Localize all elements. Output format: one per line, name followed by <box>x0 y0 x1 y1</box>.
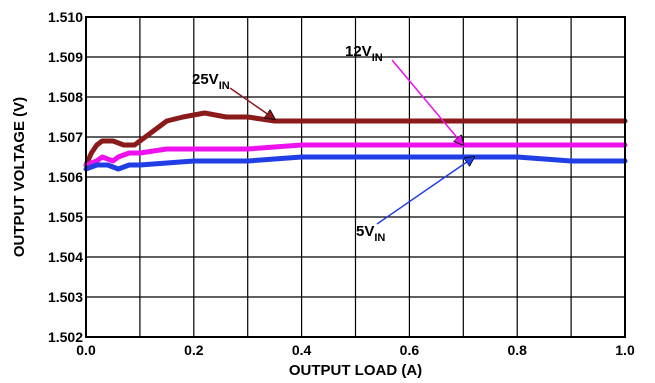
annotation-arrow-5v <box>376 157 474 225</box>
y-tick-label: 1.507 <box>48 129 83 145</box>
y-tick-label: 1.510 <box>48 9 83 25</box>
y-tick-label: 1.503 <box>48 289 83 305</box>
y-tick-label: 1.508 <box>48 89 83 105</box>
x-tick-label: 0.8 <box>507 342 527 358</box>
y-tick-label: 1.506 <box>48 169 83 185</box>
annotation-arrow-25v <box>229 87 275 119</box>
y-tick-labels: 1.502 1.503 1.504 1.505 1.506 1.507 1.508 1.509… <box>48 9 83 345</box>
x-axis-title: OUTPUT LOAD (A) <box>289 362 422 379</box>
y-tick-label: 1.509 <box>48 49 83 65</box>
series-line-25v <box>83 110 628 168</box>
plot-frame <box>85 16 626 338</box>
series-line-12v <box>83 142 628 168</box>
annotation-label-5v: 5VIN <box>356 223 385 244</box>
y-axis-title: OUTPUT VOLTAGE (V) <box>11 97 28 257</box>
series-line-5v <box>83 154 628 172</box>
x-tick-label: 0.4 <box>292 342 312 358</box>
y-tick-label: 1.505 <box>48 209 83 225</box>
grid <box>86 17 625 337</box>
series-group <box>83 110 628 172</box>
annotation-arrow-12v <box>391 59 463 145</box>
x-tick-label: 0.0 <box>76 342 96 358</box>
annotations: 25VIN 12VIN 5VIN <box>192 43 474 244</box>
x-tick-labels: 0.0 0.2 0.4 0.6 0.8 1.0 <box>76 342 635 358</box>
x-tick-label: 0.2 <box>184 342 204 358</box>
y-tick-label: 1.502 <box>48 329 83 345</box>
x-tick-label: 0.6 <box>400 342 420 358</box>
annotation-label-25v: 25VIN <box>192 71 230 92</box>
x-tick-label: 1.0 <box>615 342 635 358</box>
annotation-label-12v: 12VIN <box>345 43 383 64</box>
y-tick-label: 1.504 <box>48 249 83 265</box>
